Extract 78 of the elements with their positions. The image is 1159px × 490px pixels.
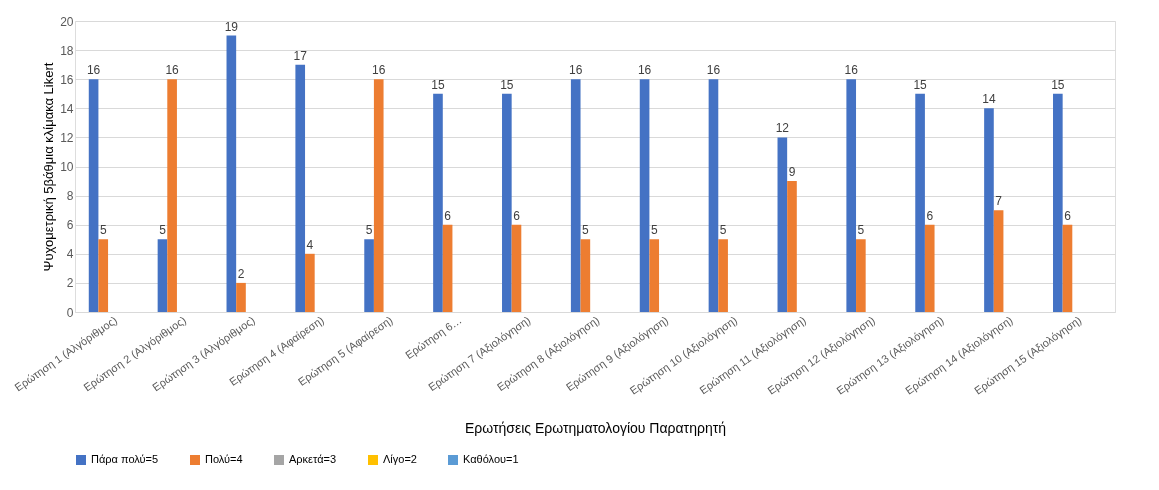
legend-label: Πολύ=4 bbox=[205, 453, 243, 465]
bar bbox=[787, 181, 797, 312]
data-label: 14 bbox=[982, 92, 996, 107]
bar bbox=[777, 137, 788, 312]
bar bbox=[226, 35, 237, 312]
y-tick-label: 8 bbox=[66, 189, 74, 204]
legend-label: Καθόλου=1 bbox=[463, 453, 519, 465]
data-label: 5 bbox=[650, 223, 658, 238]
data-label: 5 bbox=[159, 223, 167, 238]
bar bbox=[373, 79, 384, 312]
bar bbox=[846, 79, 857, 312]
bar bbox=[364, 239, 374, 312]
bar bbox=[1053, 93, 1063, 312]
y-axis-title: Ψυχομετρική 5βάθμια κλίμακα Likert bbox=[41, 62, 57, 272]
bar bbox=[236, 282, 246, 312]
data-label: 6 bbox=[513, 208, 521, 223]
bar bbox=[718, 239, 728, 312]
y-tick-label: 18 bbox=[60, 43, 74, 58]
data-label: 5 bbox=[582, 223, 590, 238]
data-label: 15 bbox=[431, 77, 445, 92]
data-label: 5 bbox=[99, 223, 107, 238]
data-label: 15 bbox=[913, 77, 928, 92]
y-tick-label: 12 bbox=[60, 130, 74, 145]
legend-label: Πάρα πολύ=5 bbox=[91, 453, 159, 465]
y-tick-label: 4 bbox=[66, 247, 74, 262]
bar bbox=[570, 79, 581, 312]
data-label: 2 bbox=[237, 266, 245, 281]
data-label: 16 bbox=[372, 63, 386, 78]
bar bbox=[1062, 224, 1073, 312]
bar bbox=[305, 253, 315, 312]
legend-label: Λίγο=2 bbox=[383, 453, 417, 465]
data-label: 17 bbox=[293, 48, 308, 63]
data-label: 6 bbox=[926, 208, 934, 223]
data-label: 6 bbox=[1064, 208, 1072, 223]
bar bbox=[580, 239, 591, 312]
data-label: 12 bbox=[775, 121, 790, 136]
data-label: 16 bbox=[569, 63, 583, 78]
bar bbox=[993, 210, 1004, 312]
y-tick-label: 10 bbox=[60, 160, 74, 174]
bar bbox=[984, 108, 994, 312]
data-label: 15 bbox=[1051, 77, 1065, 92]
data-label: 7 bbox=[995, 194, 1003, 209]
bar bbox=[649, 239, 660, 312]
data-label: 4 bbox=[306, 237, 314, 252]
bar bbox=[442, 224, 453, 312]
y-tick-label: 2 bbox=[66, 276, 74, 291]
bar bbox=[88, 79, 99, 312]
bar bbox=[924, 224, 935, 312]
bar bbox=[639, 79, 650, 312]
data-label: 9 bbox=[788, 165, 796, 180]
bar bbox=[157, 239, 168, 312]
data-label: 16 bbox=[165, 63, 180, 78]
y-tick-label: 20 bbox=[60, 14, 74, 29]
data-label: 5 bbox=[719, 223, 727, 238]
data-label: 16 bbox=[844, 63, 859, 78]
legend-label: Αρκετά=3 bbox=[289, 453, 337, 465]
bar bbox=[167, 79, 177, 312]
data-label: 5 bbox=[857, 223, 865, 238]
y-tick-label: 14 bbox=[60, 101, 74, 116]
bar bbox=[502, 93, 512, 312]
data-label: 16 bbox=[637, 63, 652, 78]
bar bbox=[856, 239, 866, 312]
bar bbox=[708, 79, 719, 312]
bar bbox=[433, 93, 443, 312]
data-label: 16 bbox=[706, 63, 721, 78]
data-label: 19 bbox=[224, 19, 239, 34]
bar bbox=[915, 93, 925, 312]
x-axis-title: Ερωτήσεις Ερωτηματολογίου Παρατηρητή bbox=[464, 419, 727, 436]
y-tick-label: 6 bbox=[66, 218, 74, 233]
y-tick-label: 0 bbox=[66, 305, 74, 320]
bar bbox=[295, 64, 306, 312]
y-tick-label: 16 bbox=[60, 72, 74, 87]
data-label: 5 bbox=[365, 223, 373, 238]
data-label: 15 bbox=[500, 77, 514, 92]
data-label: 16 bbox=[86, 63, 101, 78]
bar bbox=[98, 239, 109, 312]
data-label: 6 bbox=[444, 208, 452, 223]
bar bbox=[511, 224, 522, 312]
